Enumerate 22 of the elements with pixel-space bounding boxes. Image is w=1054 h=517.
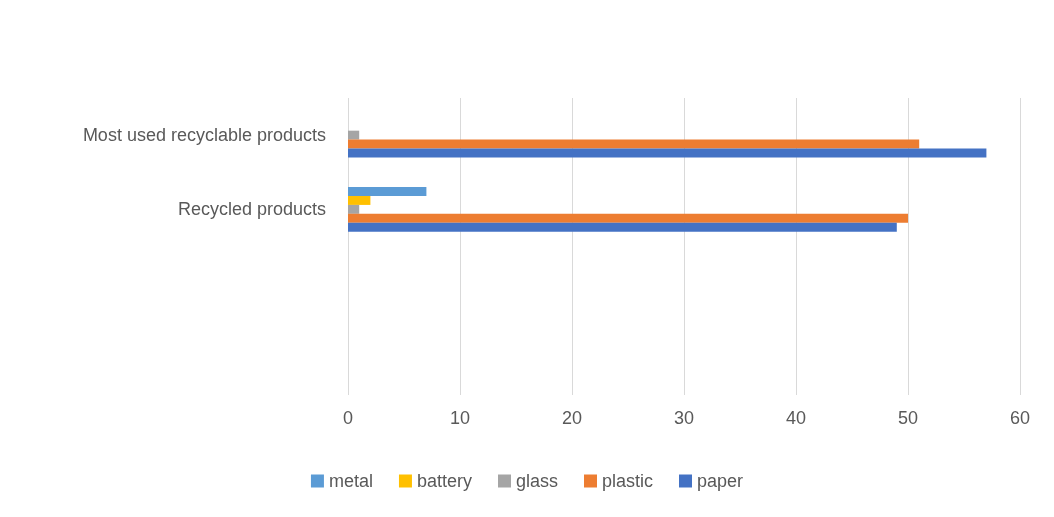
legend-label: metal <box>328 471 373 491</box>
bar <box>348 148 987 158</box>
x-tick-label: 20 <box>561 408 583 428</box>
x-tick-label: 0 <box>342 408 354 428</box>
bar <box>348 222 897 232</box>
legend-label: paper <box>697 471 744 491</box>
x-tick-label: 10 <box>449 408 471 428</box>
bar <box>348 196 371 205</box>
y-tick-label: Most used recyclable products <box>82 125 326 146</box>
legend-label: plastic <box>602 471 654 491</box>
x-tick-label: 40 <box>785 408 807 428</box>
bar <box>348 204 360 214</box>
x-tick-label: 60 <box>1009 408 1031 428</box>
x-tick-label: 50 <box>897 408 919 428</box>
legend-label: glass <box>515 471 559 491</box>
bar <box>348 213 908 223</box>
y-tick-label: Recycled products <box>177 199 326 220</box>
bar <box>348 187 427 197</box>
bar <box>348 130 360 140</box>
bar <box>348 139 920 149</box>
x-tick-label: 30 <box>673 408 695 428</box>
legend-label: battery <box>416 471 472 491</box>
